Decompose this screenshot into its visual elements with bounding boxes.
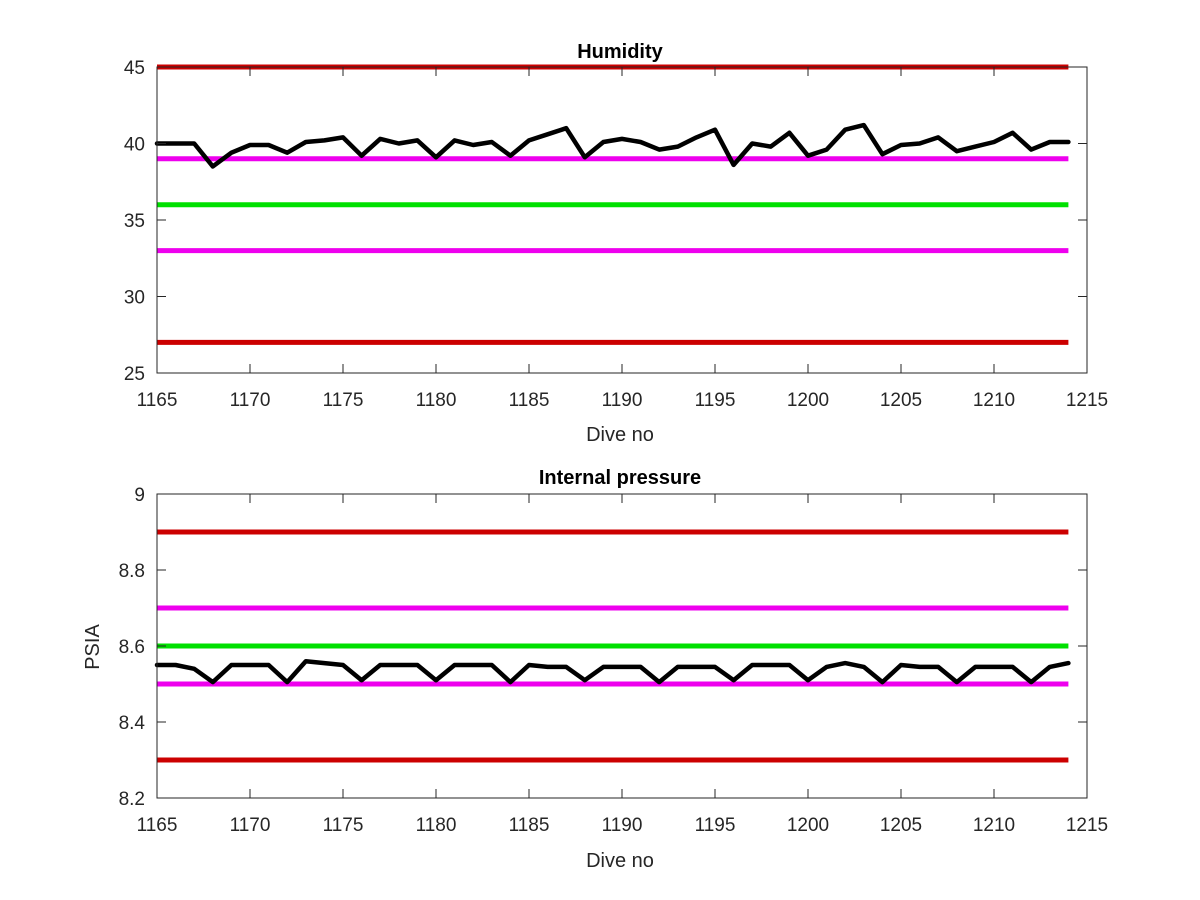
pressure-y-tick-label: 8.6 [119, 637, 145, 658]
humidity-x-tick-label: 1180 [416, 390, 457, 411]
pressure-x-tick-label: 1185 [509, 815, 550, 836]
pressure-x-tick-label: 1165 [137, 815, 178, 836]
pressure-x-tick-label: 1190 [602, 815, 643, 836]
pressure-x-tick-label: 1210 [973, 815, 1015, 836]
pressure-x-tick-label: 1180 [416, 815, 457, 836]
internal-pressure-chart-title: Internal pressure [539, 467, 701, 489]
internal-pressure-y-axis-label: PSIA [82, 624, 104, 670]
humidity-x-tick-label: 1215 [1066, 390, 1108, 411]
humidity-y-tick-label: 40 [124, 135, 145, 156]
humidity-x-tick-label: 1175 [323, 390, 364, 411]
humidity-series-line-0 [154, 122, 1071, 169]
humidity-x-tick-label: 1185 [509, 390, 550, 411]
pressure-x-tick-label: 1170 [230, 815, 271, 836]
humidity-x-tick-label: 1170 [230, 390, 271, 411]
internal-pressure-plot-area: 1165 1170 1175 1180 1185 1190 1195 1200 1205 1210… [119, 485, 1109, 836]
pressure-x-tick-label: 1215 [1066, 815, 1108, 836]
pressure-y-tick-label: 8.8 [119, 561, 145, 582]
humidity-x-tick-label: 1205 [880, 390, 922, 411]
humidity-y-tick-label: 45 [124, 58, 145, 79]
humidity-chart-panel: Humidity 1165 1170 1175 1180 1185 1190 1195 120… [124, 41, 1108, 446]
humidity-plot-area: 1165 1170 1175 1180 1185 1190 1195 1200 1205 1210… [124, 58, 1108, 411]
humidity-x-tick-label: 1165 [137, 390, 178, 411]
humidity-x-axis-label: Dive no [586, 424, 654, 446]
internal-pressure-chart-panel: Internal pressure 1165 1170 1175 1180 1185 11… [82, 467, 1108, 872]
pressure-y-tick-label: 9 [134, 485, 145, 506]
humidity-y-tick-label: 25 [124, 364, 145, 385]
pressure-x-tick-label: 1195 [695, 815, 736, 836]
pressure-y-tick-label: 8.4 [119, 713, 146, 734]
pressure-y-tick-label: 8.2 [119, 789, 145, 810]
humidity-chart-title: Humidity [577, 41, 663, 63]
internal-pressure-x-axis-label: Dive no [586, 850, 654, 872]
humidity-y-tick-label: 30 [124, 288, 145, 309]
humidity-x-tick-label: 1200 [787, 390, 829, 411]
humidity-x-tick-label: 1195 [695, 390, 736, 411]
pressure-x-tick-label: 1205 [880, 815, 922, 836]
humidity-y-tick-label: 35 [124, 211, 145, 232]
humidity-x-tick-label: 1190 [602, 390, 643, 411]
pressure-series-line-0 [154, 658, 1071, 685]
humidity-x-tick-label: 1210 [973, 390, 1015, 411]
pressure-x-tick-label: 1200 [787, 815, 829, 836]
pressure-x-tick-label: 1175 [323, 815, 364, 836]
